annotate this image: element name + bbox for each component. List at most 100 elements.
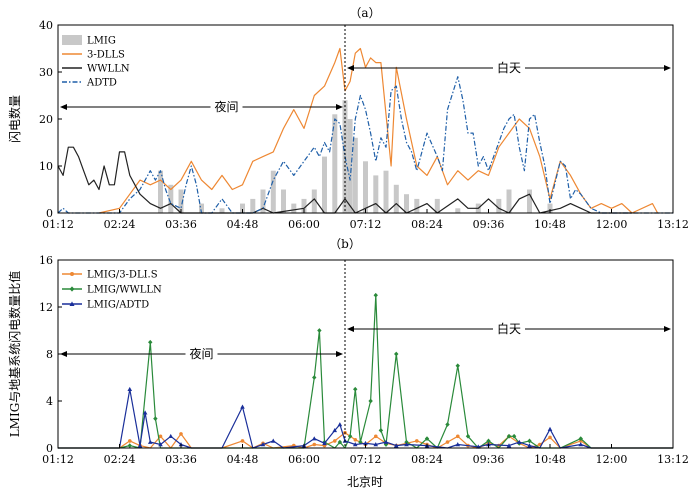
a-bar-1 (168, 184, 174, 213)
panel-a-period-arrows (60, 65, 671, 110)
b-series-line-1 (58, 294, 673, 449)
b-series-2-point-35 (527, 443, 532, 448)
a-day-label-backing (493, 60, 525, 76)
b-series-2-point-13 (260, 442, 266, 447)
b-x-tick-label-0: 01:12 (42, 453, 74, 466)
a-bar-4 (219, 208, 225, 213)
b-series-1-point-43 (578, 436, 583, 441)
b-day-label-backing (493, 321, 525, 337)
b-series-1-point-29 (424, 436, 430, 441)
a-x-tick-label-5: 07:12 (350, 218, 382, 231)
panel-b-lines (58, 292, 673, 449)
a-bar-22 (404, 194, 409, 213)
a-bar-21 (393, 184, 399, 213)
b-series-1-point-13 (312, 375, 317, 380)
panel-a-x-ticks: 01:12 02:24 03:36 04:48 06:00 07:12 08:24 09:36… (42, 209, 689, 231)
b-y-tick-label-1: 4 (46, 395, 53, 408)
b-series-0-point-30 (445, 440, 450, 444)
a-bar-0 (158, 170, 163, 213)
b-series-2-point-2 (127, 386, 133, 392)
a-bar-7 (260, 189, 266, 213)
b-series-2-point-6 (158, 442, 163, 447)
b-series-2-point-22 (352, 442, 358, 447)
b-series-1-point-22 (368, 398, 373, 404)
b-series-2-point-26 (393, 443, 399, 448)
a-legend-label-0: LMIG (87, 36, 116, 47)
a-bar-8 (270, 170, 276, 213)
b-series-2-point-24 (373, 442, 379, 447)
a-bar-6 (250, 198, 256, 213)
b-legend-label-0: LMIG/3-DLI.S (87, 270, 158, 281)
a-night-arrow-head-left (60, 104, 67, 110)
panel-a-night-label: 夜间 (214, 99, 238, 114)
a-bar-17 (352, 137, 358, 213)
a-bar-13 (322, 156, 327, 213)
b-series-2-point-7 (168, 433, 174, 439)
b-x-tick-label-10: 13:12 (657, 453, 689, 466)
b-legend-marker-1 (69, 286, 75, 292)
a-bar-23 (414, 198, 420, 213)
b-series-2-point-11 (240, 404, 245, 409)
b-series-1-point-26 (394, 351, 399, 357)
b-series-2-point-23 (363, 440, 368, 446)
a-legend-label-2: WWLLN (87, 64, 130, 75)
b-series-1-point-21 (358, 439, 363, 445)
a-night-arrow-head-right (336, 104, 343, 110)
a-legend-label-3: ADTD (86, 78, 117, 89)
a-x-tick-label-0: 01:12 (42, 218, 74, 231)
b-series-1-point-4 (148, 339, 153, 345)
b-series-1-point-31 (445, 422, 450, 427)
b-series-2-point-17 (311, 436, 317, 441)
a-x-tick-label-1: 02:24 (104, 218, 136, 231)
a-bar-10 (291, 203, 297, 213)
b-series-0-point-31 (456, 434, 460, 439)
a-y-tick-label-1: 10 (39, 160, 53, 173)
panel-b-label: （b） (329, 237, 361, 251)
b-series-0-point-6 (158, 434, 163, 439)
b-legend-marker-0 (70, 272, 74, 276)
a-x-tick-label-3: 04:48 (227, 218, 259, 231)
a-bar-24 (434, 198, 440, 213)
a-x-tick-label-6: 08:24 (411, 218, 443, 231)
a-y-tick-label-0: 0 (46, 207, 53, 220)
b-series-2-point-14 (270, 438, 276, 443)
b-x-tick-label-6: 08:24 (411, 453, 443, 466)
a-bar-16 (347, 119, 353, 213)
b-x-tick-label-1: 02:24 (104, 453, 136, 466)
b-series-2-point-5 (147, 439, 153, 444)
a-day-arrow-head-left (347, 65, 354, 71)
b-day-arrow-head-left (347, 326, 354, 332)
a-legend-swatch-0 (62, 35, 82, 45)
panel-b-legend: LMIG/3-DLI.S LMIG/WWLLN LMIG/ADTD (62, 270, 162, 311)
panel-a-legend: LMIG 3-DLLS WWLLN ADTD (62, 35, 130, 89)
panel-b-y-axis-label: LMIG与地基系统闪电数量比值 (7, 271, 22, 438)
a-bar-9 (281, 189, 286, 213)
a-x-tick-label-4: 06:00 (288, 218, 320, 231)
b-series-2-point-30 (455, 442, 461, 447)
a-series-line-2 (57, 146, 632, 214)
b-series-1-point-37 (506, 433, 512, 439)
panel-a-day-label: 白天 (497, 60, 521, 75)
panel-b-y-ticks: 0 4 8 12 16 (39, 254, 62, 455)
a-bar-18 (363, 161, 368, 213)
b-series-1-point-38 (511, 433, 517, 439)
b-series-1-point-17 (337, 439, 343, 445)
b-night-label-backing (185, 346, 218, 362)
b-y-tick-label-4: 16 (39, 254, 53, 267)
b-series-1-point-32 (455, 363, 460, 369)
a-bar-27 (496, 198, 502, 213)
b-series-2-point-39 (578, 442, 584, 447)
b-series-1-point-19 (347, 433, 353, 439)
b-x-tick-label-3: 04:48 (227, 453, 259, 466)
a-bar-12 (311, 189, 317, 213)
b-night-arrow-head-left (60, 351, 67, 357)
a-x-tick-label-10: 13:12 (657, 218, 689, 231)
b-series-2-point-27 (404, 442, 409, 447)
a-x-tick-label-9: 12:00 (596, 218, 628, 231)
b-series-0-point-27 (415, 439, 419, 443)
b-series-0-point-3 (128, 439, 132, 443)
b-series-0-point-17 (312, 442, 317, 447)
a-bar-11 (301, 198, 307, 213)
panel-a-lines (57, 47, 673, 214)
